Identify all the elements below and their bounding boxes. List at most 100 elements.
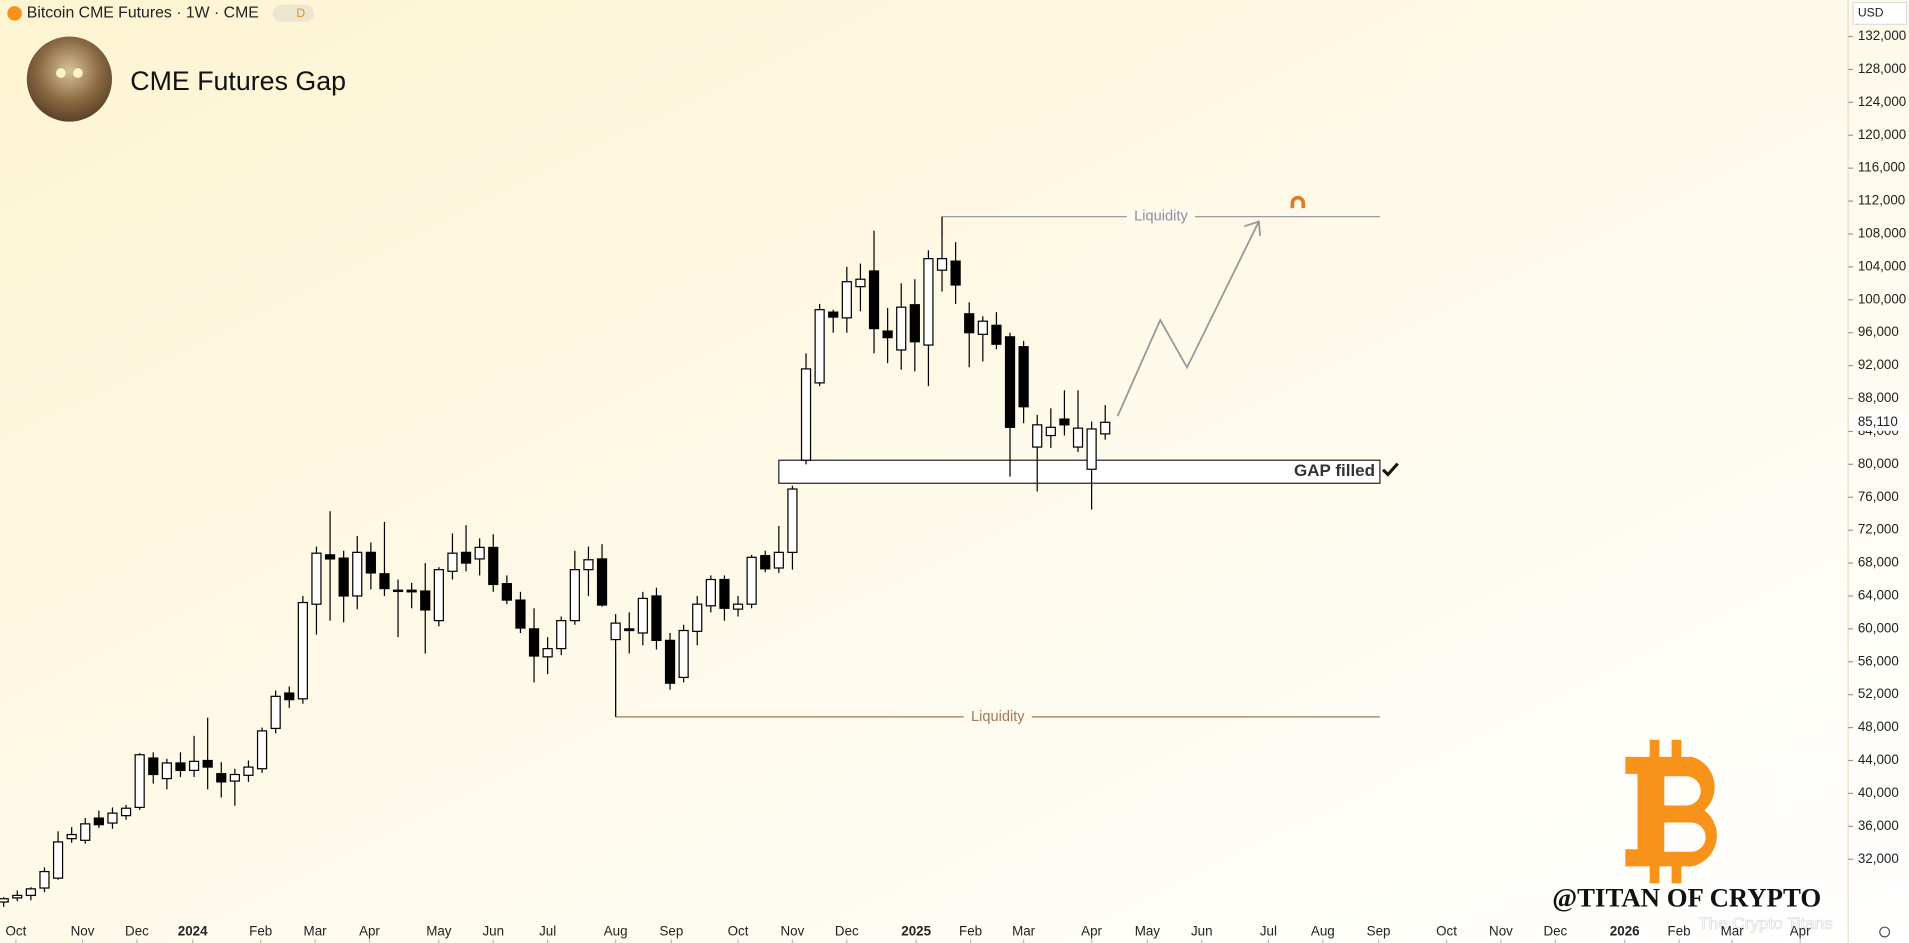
y-tick-label: 124,000 (1858, 94, 1906, 109)
y-tick-label: 44,000 (1858, 752, 1899, 767)
candle-body (760, 555, 771, 570)
x-tick-label: Oct (1436, 924, 1457, 939)
price-label-bg (1849, 412, 1908, 431)
y-tick-label: 100,000 (1858, 291, 1906, 306)
y-tick-label: 108,000 (1858, 226, 1906, 241)
x-tick-label: Mar (1721, 924, 1745, 939)
candle-body (66, 833, 77, 840)
candle-body (202, 759, 213, 768)
x-tick-label: Mar (1012, 924, 1036, 939)
currency-box[interactable] (1852, 1, 1908, 25)
candle-body (107, 812, 118, 824)
candle-body (1086, 428, 1097, 470)
candle-body (297, 601, 308, 700)
candle-body (243, 766, 254, 776)
x-tick-label: Jun (1191, 924, 1213, 939)
candle-body (175, 762, 186, 771)
bitcoin-logo (1625, 739, 1717, 884)
x-tick-label: Nov (71, 924, 95, 939)
gap-label: GAP filled (1294, 461, 1375, 480)
y-tick-label: 120,000 (1858, 127, 1906, 142)
y-tick-label: 72,000 (1858, 522, 1899, 537)
candle-body (610, 622, 621, 641)
candle-body (488, 546, 499, 586)
badge[interactable] (272, 4, 315, 22)
candle-body (692, 603, 703, 632)
candle-body (515, 599, 526, 629)
candle-body (338, 557, 349, 597)
candle-body (732, 603, 744, 610)
candle-body (882, 330, 893, 339)
y-tick-label: 80,000 (1858, 456, 1899, 471)
x-tick-label: May (426, 924, 452, 939)
candle-body (1018, 346, 1029, 408)
candle-body (828, 311, 839, 318)
candle-body (596, 558, 608, 606)
label-bg (1126, 208, 1196, 226)
magnet-icon (1290, 195, 1306, 209)
liquidity-label: Liquidity (1134, 209, 1188, 225)
candle-body (392, 589, 404, 593)
candle-body (134, 754, 145, 809)
x-tick-label: Nov (1489, 924, 1513, 939)
candle-body (501, 583, 512, 601)
candle-body (556, 620, 567, 650)
candle-body (52, 841, 64, 879)
x-tick-label: Jul (539, 924, 556, 939)
candle-body (800, 368, 812, 461)
candle-body (0, 898, 9, 903)
candle-body (855, 278, 866, 288)
label-bg (963, 708, 1032, 726)
x-tick-label: Jun (482, 924, 504, 939)
candle-body (1059, 418, 1070, 426)
y-tick-label: 48,000 (1858, 719, 1899, 734)
y-tick-label: 68,000 (1858, 555, 1899, 570)
candle-body (991, 324, 1002, 345)
candle-body (216, 773, 227, 783)
y-tick-label: 104,000 (1858, 258, 1906, 273)
candle-body (420, 590, 431, 611)
arrow-head (1243, 220, 1261, 237)
x-tick-label: Apr (1081, 924, 1102, 939)
candle-body (678, 629, 689, 679)
y-tick-label: 96,000 (1858, 324, 1899, 339)
candle-body (229, 773, 240, 782)
candle-body (93, 817, 104, 826)
candle-body (923, 258, 934, 346)
candle-body (909, 304, 920, 343)
x-tick-label: Aug (1311, 924, 1335, 939)
x-tick-label: Sep (1367, 924, 1391, 939)
candle-body (936, 258, 948, 271)
watermark: @TITAN OF CRYPTO (1552, 883, 1821, 913)
candle-body (773, 551, 784, 569)
liquidity-label: Liquidity (971, 709, 1025, 725)
candle-body (651, 595, 662, 642)
candle-body (365, 551, 376, 574)
candle-body (1032, 424, 1043, 448)
x-tick-label: 2024 (178, 924, 208, 939)
candle-body (950, 260, 961, 286)
candle-body (188, 760, 200, 771)
x-tick-label: Feb (249, 924, 272, 939)
candle-body (447, 552, 458, 572)
symbol-label: Bitcoin CME Futures · 1W · CME (27, 5, 259, 22)
settings-icon[interactable] (1879, 926, 1891, 938)
gap-box (778, 459, 1381, 484)
x-tick-label: Aug (604, 924, 628, 939)
y-tick-label: 56,000 (1858, 653, 1899, 668)
candle-body (964, 313, 975, 334)
y-tick-label: 132,000 (1858, 28, 1906, 43)
candle-body (868, 270, 880, 330)
candle-body (324, 554, 336, 560)
candle-body (787, 488, 798, 553)
candle-body (977, 320, 988, 335)
y-tick-label: 128,000 (1858, 61, 1906, 76)
badge-label: D (296, 6, 305, 20)
x-tick-label: 2025 (901, 924, 931, 939)
candle-body (39, 870, 50, 889)
x-tick-label: Sep (659, 924, 683, 939)
y-tick-label: 64,000 (1858, 588, 1899, 603)
candle-body (814, 309, 825, 384)
candle-body (664, 639, 676, 684)
y-tick-label: 88,000 (1858, 390, 1899, 405)
